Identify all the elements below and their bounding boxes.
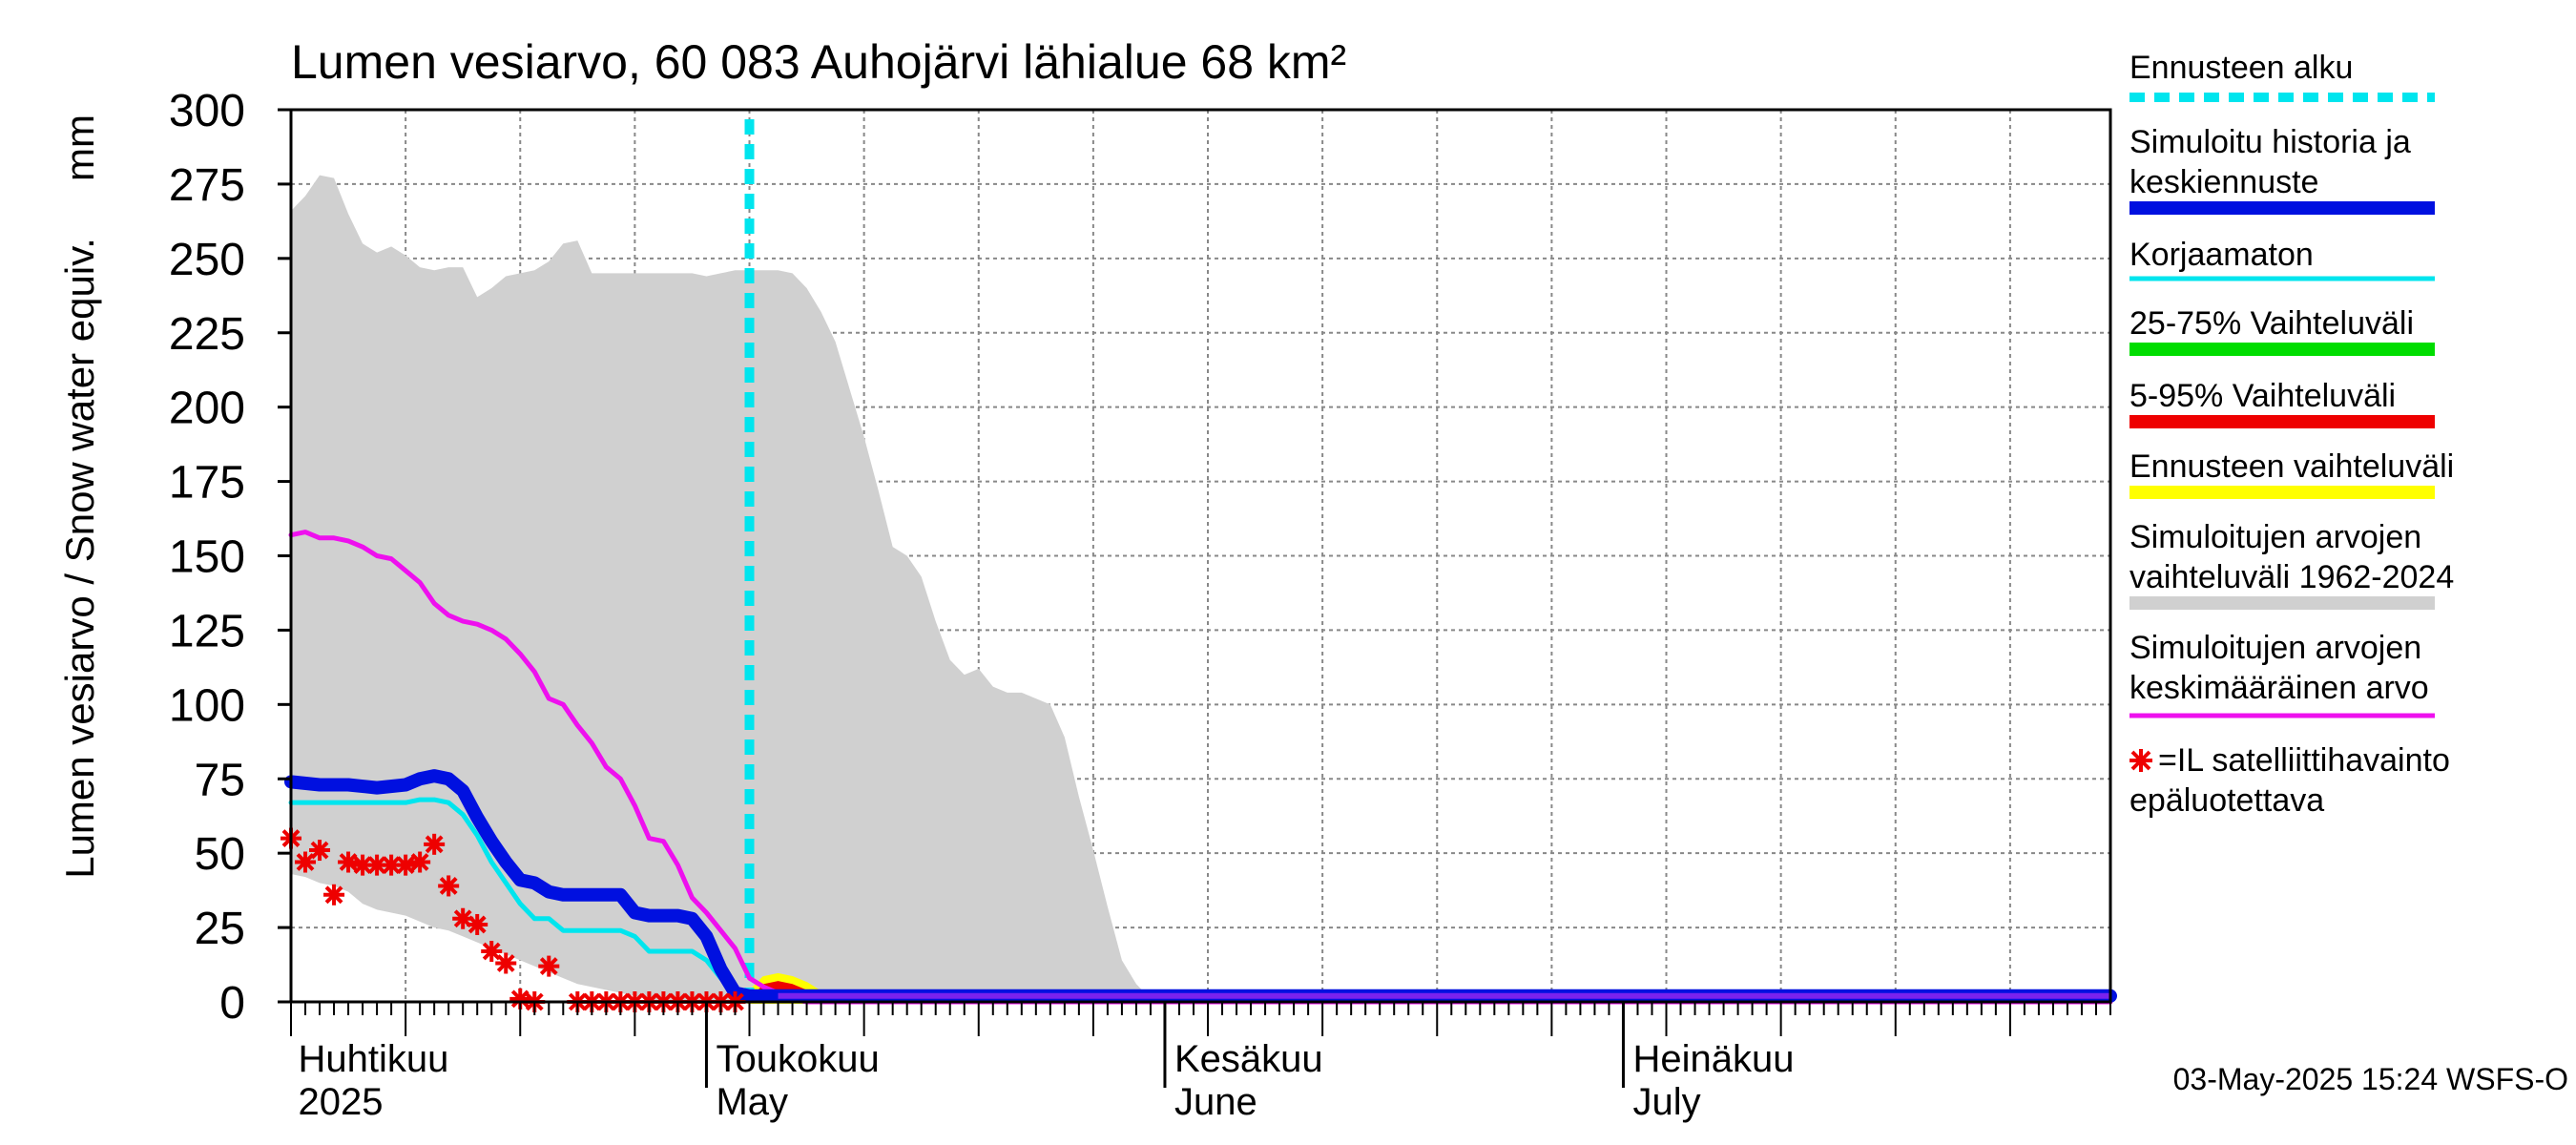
y-tick-label: 100 — [169, 680, 245, 731]
legend-label: Simuloitujen arvojen keskimääräinen arvo — [2129, 630, 2429, 706]
y-tick-label: 275 — [169, 160, 245, 211]
legend-label: 5-95% Vaihteluväli — [2129, 378, 2396, 414]
legend-label: =IL satelliittihavainto epäluotettava — [2129, 742, 2450, 819]
y-tick-label: 0 — [219, 978, 245, 1029]
legend: Ennusteen alku Simuloitu historia ja keski… — [2129, 50, 2454, 819]
satellite-obs-point — [381, 854, 403, 876]
y-tick-label: 200 — [169, 384, 245, 434]
legend-label: Korjaamaton — [2129, 237, 2314, 273]
satellite-obs-point — [438, 875, 460, 897]
y-axis-label: Lumen vesiarvo / Snow water equiv. — [57, 238, 102, 879]
series-lines — [284, 119, 2117, 1005]
satellite-obs-point — [424, 833, 446, 855]
legend-label: Simuloitujen arvojen vaihteluväli 1962-20… — [2129, 519, 2454, 595]
simulated-history-line — [284, 769, 2117, 1003]
legend-star-symbol — [2129, 749, 2152, 772]
mean-line — [288, 530, 2113, 1005]
satellite-obs-point — [467, 913, 488, 935]
axes: 0 25 50 75 100 125 150 175 200 225 250 275 300 Huhtik… — [169, 86, 2112, 1123]
month-label-en: May — [716, 1081, 788, 1123]
y-tick-label: 150 — [169, 532, 245, 583]
satellite-obs-point — [409, 851, 431, 873]
legend-label: 25-75% Vaihteluväli — [2129, 305, 2414, 342]
satellite-obs-point — [323, 884, 345, 906]
chart-title: Lumen vesiarvo, 60 083 Auhojärvi lähialu… — [291, 35, 1346, 89]
timestamp: 03-May-2025 15:24 WSFS-O — [2173, 1062, 2568, 1096]
y-tick-label: 25 — [195, 904, 245, 954]
satellite-obs-point — [481, 941, 503, 963]
satellite-obs-point — [538, 955, 560, 977]
satellite-obs-point — [509, 988, 531, 1010]
uncorrected-line — [288, 797, 2113, 999]
month-label-fi: Huhtikuu — [299, 1038, 449, 1080]
month-label-fi: Heinäkuu — [1632, 1038, 1794, 1080]
legend-label: Ennusteen alku — [2129, 50, 2353, 86]
y-axis-unit: mm — [57, 114, 102, 181]
month-label-fi: Toukokuu — [716, 1038, 879, 1080]
satellite-obs-point — [309, 840, 331, 862]
y-tick-label: 75 — [195, 755, 245, 805]
legend-label: Ennusteen vaihteluväli — [2129, 448, 2454, 485]
month-label-fi: Kesäkuu — [1174, 1038, 1323, 1080]
satellite-obs-point — [295, 851, 317, 873]
y-tick-label: 250 — [169, 235, 245, 285]
satellite-obs-point — [395, 854, 417, 876]
satellite-obs-point — [366, 854, 388, 876]
y-tick-label: 50 — [195, 829, 245, 880]
y-tick-label: 175 — [169, 458, 245, 509]
y-tick-label: 225 — [169, 309, 245, 360]
y-tick-label: 300 — [169, 86, 245, 136]
month-label-en: July — [1632, 1081, 1700, 1123]
satellite-obs-point — [338, 851, 360, 873]
month-label-en: June — [1174, 1081, 1257, 1123]
legend-label: Simuloitu historia ja keskiennuste — [2129, 124, 2411, 200]
month-label-en: 2025 — [299, 1081, 384, 1123]
satellite-obs-point — [495, 952, 517, 974]
y-tick-label: 125 — [169, 606, 245, 656]
